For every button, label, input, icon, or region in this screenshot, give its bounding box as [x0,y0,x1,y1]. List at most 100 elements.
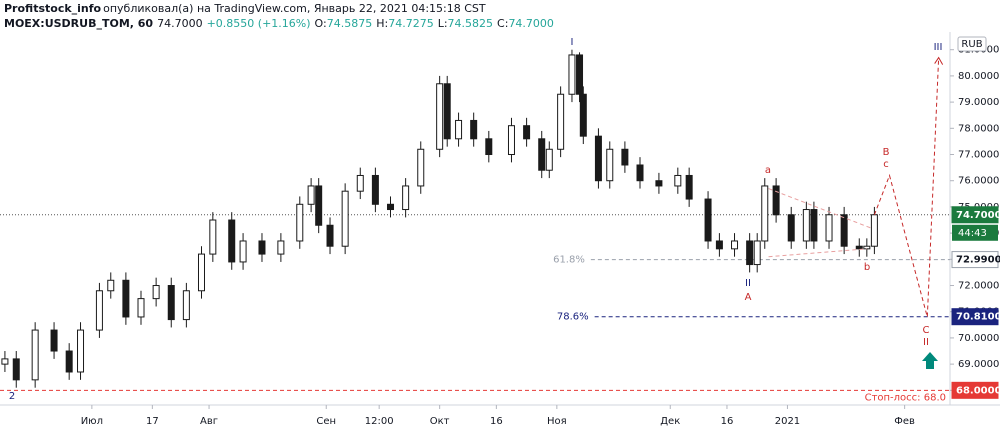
candle-body [810,209,818,242]
candle-body [594,135,602,182]
x-tick-label: Окт [430,416,450,427]
candle-body [1,358,9,365]
currency-bg [957,36,987,52]
candle-body [137,298,145,318]
candle-body [772,185,780,216]
low-label: L: [437,17,448,30]
candle-body [387,203,395,211]
candle-body [802,209,810,242]
y-tick-label: 70.0000 [958,333,999,344]
candle-body [31,329,39,381]
close-label: C: [497,17,509,30]
fib-price-label-bg [951,251,999,269]
candle-body [568,54,576,95]
wave-label: A [745,292,752,303]
x-tick-label: 17 [146,416,159,427]
candle-body [787,214,795,242]
candle-body [507,125,515,156]
trendline [768,188,871,229]
x-tick-label: Июл [81,416,103,427]
wave-label: III [934,42,943,53]
up-arrow [922,352,938,369]
x-tick-label: 16 [490,416,503,427]
candle-body [436,83,444,150]
candle-body [579,93,587,137]
trendline [768,248,867,258]
x-tick-label: 12:00 [365,416,394,427]
candle-body [209,219,217,255]
candle-body [152,285,160,300]
author: Profitstock_info [4,2,102,15]
wave-label: b [864,262,870,273]
stop-price-label: 68.0000 [956,385,1000,396]
open-label: O: [314,17,327,30]
fib-price-label: 70.8100 [956,312,1000,323]
candle-body [753,240,761,266]
high: 74.7275 [388,17,434,30]
last-price-label-bg [951,206,999,224]
x-tick-label: 2021 [775,416,800,427]
candle-body [870,214,878,247]
fib-ratio: 61.8% [553,255,585,266]
symbol-line: MOEX:USDRUB_TOM, 60 74.7000 +0.8550 (+1.16… [4,17,558,30]
candle-body [341,190,349,247]
candle-body [107,279,115,292]
candle-body [122,279,130,318]
close: 74.7000 [508,17,554,30]
y-tick-label: 77.0000 [958,150,999,161]
candle-body [674,174,682,187]
candle-body [296,203,304,242]
candle-body [761,185,769,242]
wave-label: II [745,278,751,289]
candle-body [545,148,553,171]
candle-body [606,148,614,182]
symbol: MOEX:USDRUB_TOM, 60 [4,17,154,30]
candle-body [417,148,425,187]
published: опубликовал(а) на TradingView.com, Январ… [103,2,486,15]
candle-body [840,214,848,247]
candle-body [704,198,712,242]
candle-body [576,54,584,95]
candle-body [455,119,463,140]
candle-body [228,219,236,263]
x-tick-label: Авг [200,416,218,427]
fib-price-label: 72.9900 [956,255,1000,266]
candle-body [258,240,266,255]
candle-body [371,174,379,205]
candle-body [685,174,693,200]
x-tick-label: Дек [660,416,680,427]
candle-body [326,224,334,247]
candle-body [356,174,364,192]
candle-body [485,138,493,156]
low: 74.5825 [447,17,494,30]
y-tick-label: 80.0000 [958,71,999,82]
candle-body [557,93,565,150]
candle-body [402,185,410,211]
fib-price-label-bg [951,308,999,326]
wave-label: II [923,337,929,348]
candle-body [307,185,315,205]
candle-body [470,119,478,140]
candle-body [715,240,723,250]
last: 74.7000 [157,17,203,30]
candle-body [825,214,833,242]
y-tick-label: 72.0000 [958,281,999,292]
forecast-path [873,57,940,318]
x-tick-label: 16 [721,416,734,427]
header-line: Profitstock_info опубликовал(а) на Tradin… [4,2,490,15]
x-tick-label: Сен [316,416,336,427]
wave-label: a [765,165,771,176]
stop-loss-text: Стоп-лосс: 68.0 [865,392,946,403]
forecast-arrowhead [934,56,944,65]
candle-body [538,138,546,171]
candle-body [239,240,247,263]
candle-body [636,164,644,182]
y-tick-label: 69.0000 [958,359,999,370]
stop-price-label-bg [951,381,999,399]
candle-body [315,185,323,226]
change: +0.8550 (+1.16%) [206,17,311,30]
countdown-bg [952,224,998,241]
countdown: 44:43 [958,228,987,239]
currency: RUB [961,39,982,50]
